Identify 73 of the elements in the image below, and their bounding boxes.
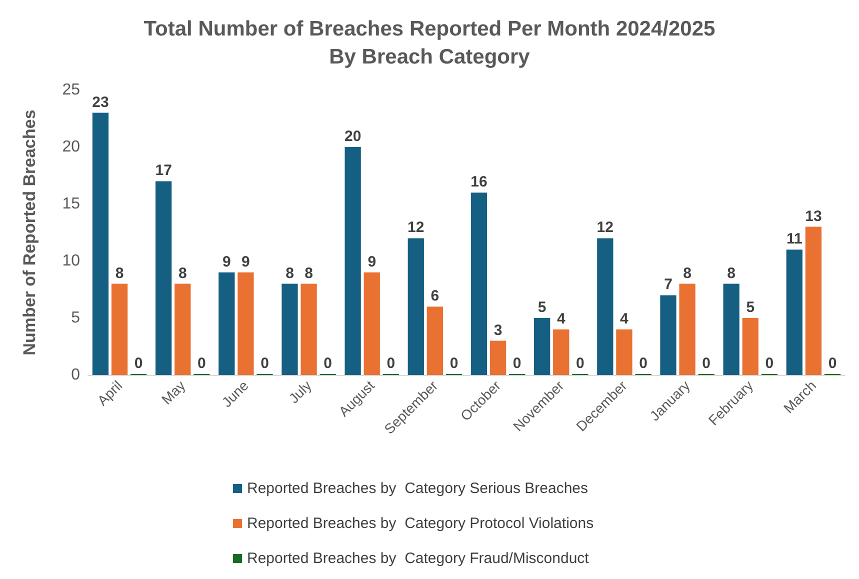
data-label: 16 <box>470 174 488 191</box>
data-label: 5 <box>538 299 546 316</box>
bar <box>723 284 740 375</box>
bar <box>156 181 172 375</box>
data-label: 23 <box>92 94 109 111</box>
chart-title: Total Number of Breaches Reported Per Month 2024/2025 By Breach Category <box>144 18 716 68</box>
data-label: 12 <box>408 219 424 236</box>
bar <box>490 340 506 375</box>
bar <box>92 112 109 375</box>
bar <box>553 329 570 375</box>
data-label: 0 <box>702 355 711 372</box>
bar <box>426 306 444 375</box>
bar <box>300 284 317 375</box>
y-tick-label: 25 <box>62 82 80 98</box>
bar <box>805 226 822 375</box>
data-label: 0 <box>386 355 396 372</box>
data-label: 0 <box>576 355 584 372</box>
data-label: 8 <box>115 264 124 282</box>
data-label: 8 <box>727 264 736 282</box>
data-label: 7 <box>664 276 672 294</box>
data-label: 0 <box>828 355 837 372</box>
data-label: 12 <box>596 219 614 236</box>
legend-label: Reported Breaches by Category Fraud/Misconduct <box>247 550 590 567</box>
data-label: 17 <box>155 162 172 180</box>
bar <box>597 238 614 375</box>
data-label: 20 <box>344 128 362 145</box>
bar <box>679 284 696 375</box>
data-label: 8 <box>178 264 187 282</box>
y-tick-label: 0 <box>71 366 80 384</box>
bar <box>616 329 632 375</box>
data-label: 0 <box>260 355 269 372</box>
bar <box>174 284 191 375</box>
bar <box>111 284 128 375</box>
bar <box>344 147 361 375</box>
data-label: 11 <box>786 230 802 248</box>
x-tick-label: May <box>158 377 188 408</box>
data-label: 9 <box>242 253 250 270</box>
data-label: 9 <box>368 253 376 270</box>
bar <box>282 284 298 375</box>
y-tick-label: 15 <box>62 196 80 212</box>
bar <box>408 238 424 375</box>
legend-label: Reported Breaches by Category Serious Breaches <box>247 480 588 497</box>
data-label: 8 <box>304 264 313 282</box>
x-tick-label: July <box>286 377 314 406</box>
y-tick-label: 20 <box>62 138 80 156</box>
bar <box>742 318 758 375</box>
data-label: 3 <box>494 322 502 339</box>
data-label: 6 <box>430 288 440 305</box>
y-axis-title: Number of Reported Breaches <box>20 110 39 356</box>
data-label: 0 <box>639 355 648 372</box>
bar <box>660 295 676 375</box>
data-label: 0 <box>765 355 774 372</box>
bar <box>786 250 802 375</box>
data-label: 0 <box>134 355 143 372</box>
bar <box>534 318 550 375</box>
y-tick-label: 5 <box>71 310 80 326</box>
data-label: 0 <box>512 355 522 372</box>
data-label: 9 <box>222 253 231 270</box>
data-label: 0 <box>324 355 332 372</box>
bar <box>364 272 380 375</box>
bar <box>218 272 235 375</box>
data-label: 5 <box>746 299 755 316</box>
legend-label: Reported Breaches by Category Protocol Violations <box>247 515 594 532</box>
data-label: 0 <box>198 355 206 372</box>
bar <box>470 192 488 375</box>
y-tick-label: 10 <box>62 252 80 270</box>
data-label: 4 <box>556 310 566 328</box>
data-label: 8 <box>286 264 294 282</box>
data-label: 8 <box>683 264 692 282</box>
data-label: 0 <box>450 355 458 372</box>
data-label: 4 <box>620 310 630 328</box>
data-label: 13 <box>805 208 822 225</box>
bar <box>238 272 254 375</box>
